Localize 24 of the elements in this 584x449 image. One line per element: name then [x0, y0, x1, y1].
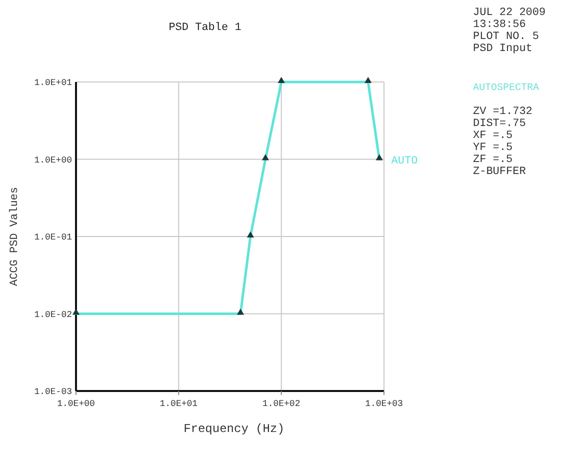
text: PLOT NO. 5: [473, 31, 540, 43]
text: DIST=.75: [473, 118, 526, 130]
text: ZV =1.732: [473, 106, 532, 118]
y-tick-label: 1.0E-03: [34, 387, 72, 397]
series-label: AUTO: [391, 155, 418, 168]
text: XF =.5: [473, 130, 513, 142]
chart-title: PSD Table 1: [168, 22, 242, 34]
text: Z-BUFFER: [473, 166, 526, 178]
y-axis-title: ACCG PSD Values: [9, 186, 21, 286]
text: 13:38:56: [473, 19, 526, 31]
text: ZF =.5: [473, 154, 513, 166]
text: YF =.5: [473, 142, 513, 154]
y-tick-label: 1.0E+00: [34, 155, 72, 166]
x-axis-title: Frequency (Hz): [184, 422, 284, 436]
text: PSD Input: [473, 43, 532, 55]
text: JUL 22 2009: [473, 7, 546, 19]
x-tick-label: 1.0E+01: [160, 399, 198, 409]
legend-title: AUTOSPECTRA: [473, 83, 540, 94]
y-tick-label: 1.0E-01: [34, 232, 72, 242]
x-tick-label: 1.0E+00: [57, 399, 95, 409]
x-tick-label: 1.0E+02: [262, 399, 300, 409]
y-tick-label: 1.0E-02: [34, 310, 72, 320]
x-tick-label: 1.0E+03: [365, 399, 403, 409]
y-tick-label: 1.0E+01: [34, 78, 72, 88]
